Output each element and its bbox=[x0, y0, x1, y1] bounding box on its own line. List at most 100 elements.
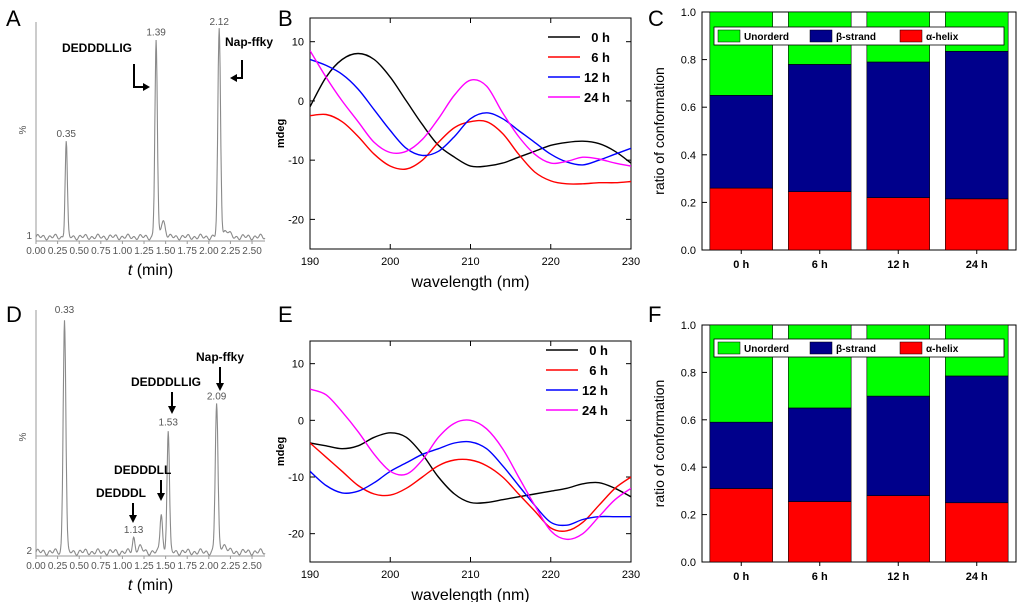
cd-series-line-e bbox=[310, 432, 631, 504]
x-tick-label-e: 190 bbox=[301, 569, 319, 581]
bar-segment-f bbox=[709, 421, 773, 489]
bar-segment-f bbox=[709, 488, 773, 563]
x-tick-label-a: 1.50 bbox=[156, 246, 176, 257]
x-tick-label-c: 6 h bbox=[812, 259, 828, 271]
x-tick-label-e: 210 bbox=[461, 569, 479, 581]
x-tick-label-d: 1.25 bbox=[134, 561, 154, 572]
annotation-arrow-a bbox=[133, 64, 146, 88]
y-axis-title-f: ratio of conformation bbox=[651, 380, 667, 508]
y-tick-label-c: 0.0 bbox=[681, 245, 696, 257]
cd-series-line-b bbox=[310, 58, 631, 166]
x-tick-label-d: 1.75 bbox=[177, 561, 197, 572]
legend-swatch-c bbox=[899, 29, 923, 43]
x-tick-label-b: 210 bbox=[461, 256, 479, 268]
annotation-label-d: DEDDDLLIG bbox=[131, 375, 201, 389]
y-tick-label-f: 0.6 bbox=[681, 415, 696, 427]
cd-series-line-b bbox=[310, 52, 631, 168]
x-tick-label-f: 12 h bbox=[887, 571, 909, 583]
x-axis-title-d: t (min) bbox=[128, 577, 173, 594]
panel-label-c: C bbox=[648, 6, 664, 31]
x-tick-label-a: 0.00 bbox=[26, 246, 46, 257]
y-tick-label-e: -20 bbox=[288, 529, 304, 541]
peak-label-d: 0.33 bbox=[55, 305, 75, 316]
peak-label-d: 1.13 bbox=[124, 525, 144, 536]
legend-swatch-f bbox=[809, 341, 833, 355]
annotation-label-a: Nap-ffky bbox=[225, 35, 273, 49]
legend-label-b: 6 h bbox=[591, 50, 610, 65]
x-tick-label-f: 0 h bbox=[733, 571, 749, 583]
chromatogram-trace-a bbox=[35, 28, 266, 241]
annotation-label-d: DEDDDLL bbox=[114, 463, 171, 477]
cd-series-line-b bbox=[310, 113, 631, 185]
peak-label-d: 2.09 bbox=[207, 392, 227, 403]
x-tick-label-a: 2.25 bbox=[221, 246, 241, 257]
y-tick-label-e: 0 bbox=[298, 415, 304, 427]
bar-segment-c bbox=[945, 198, 1009, 251]
y-tick-label-f: 0.0 bbox=[681, 557, 696, 569]
peak-label-d: 1.53 bbox=[158, 417, 178, 428]
x-tick-label-d: 2.00 bbox=[199, 561, 219, 572]
y-tick-label-f: 0.8 bbox=[681, 367, 696, 379]
annotation-arrowhead-d bbox=[157, 493, 165, 501]
y-tick-label-c: 1.0 bbox=[681, 7, 696, 19]
panel-label-f: F bbox=[648, 302, 661, 327]
cd-series-line-e bbox=[310, 442, 631, 532]
legend-box-f bbox=[713, 338, 1005, 358]
legend-label-b: 0 h bbox=[591, 30, 610, 45]
legend-label-e: 24 h bbox=[582, 403, 608, 418]
annotation-arrowhead-d bbox=[168, 406, 176, 414]
x-tick-label-c: 0 h bbox=[733, 259, 749, 271]
bar-segment-c bbox=[709, 95, 773, 189]
y-min-label-d: 2 bbox=[26, 546, 32, 557]
y-min-label-a: 1 bbox=[26, 231, 32, 242]
x-tick-label-b: 230 bbox=[622, 256, 640, 268]
bar-segment-f bbox=[788, 324, 852, 409]
legend-label-c: β-strand bbox=[836, 32, 876, 43]
bar-segment-c bbox=[709, 187, 773, 251]
x-tick-label-a: 0.25 bbox=[48, 246, 68, 257]
legend-label-c: α-helix bbox=[926, 32, 959, 43]
x-tick-label-d: 0.50 bbox=[69, 561, 89, 572]
x-tick-label-d: 0.75 bbox=[91, 561, 111, 572]
panel-label-d: D bbox=[6, 302, 22, 327]
legend-label-e: 12 h bbox=[582, 383, 608, 398]
annotation-label-d: DEDDDL bbox=[96, 486, 146, 500]
y-tick-label-c: 0.2 bbox=[681, 197, 696, 209]
x-tick-label-b: 200 bbox=[381, 256, 399, 268]
y-tick-label-f: 0.4 bbox=[681, 462, 696, 474]
x-tick-label-d: 2.25 bbox=[221, 561, 241, 572]
panel-label-b: B bbox=[278, 6, 293, 31]
x-tick-label-a: 1.00 bbox=[113, 246, 133, 257]
annotation-arrowhead-a bbox=[230, 74, 237, 82]
bar-segment-f bbox=[788, 407, 852, 502]
x-tick-label-a: 2.50 bbox=[242, 246, 262, 257]
bar-segment-f bbox=[866, 495, 930, 563]
y-tick-label-f: 0.2 bbox=[681, 510, 696, 522]
y-tick-label-e: 10 bbox=[292, 359, 304, 371]
x-tick-label-e: 220 bbox=[542, 569, 560, 581]
plot-frame-e bbox=[309, 340, 632, 563]
y-axis-title-c: ratio of conformation bbox=[651, 67, 667, 195]
peak-label-a: 0.35 bbox=[57, 129, 77, 140]
y-tick-label-e: -10 bbox=[288, 472, 304, 484]
peak-label-a: 2.12 bbox=[209, 17, 229, 28]
peak-label-a: 1.39 bbox=[146, 27, 166, 38]
legend-swatch-c bbox=[717, 29, 741, 43]
bar-segment-c bbox=[866, 197, 930, 251]
legend-label-e: 6 h bbox=[589, 363, 608, 378]
bar-segment-f bbox=[866, 324, 930, 397]
y-axis-title-b: mdeg bbox=[275, 119, 287, 148]
bar-segment-f bbox=[945, 375, 1009, 504]
y-tick-label-b: 10 bbox=[292, 37, 304, 49]
y-tick-label-c: 0.4 bbox=[681, 150, 696, 162]
x-tick-label-f: 6 h bbox=[812, 571, 828, 583]
x-tick-label-b: 220 bbox=[542, 256, 560, 268]
x-axis-title-b: wavelength (nm) bbox=[410, 274, 529, 291]
annotation-label-a: DEDDDLLIG bbox=[62, 41, 132, 55]
plot-frame-c bbox=[701, 11, 1017, 251]
bar-segment-f bbox=[945, 502, 1009, 563]
chromatogram-trace-d bbox=[35, 320, 266, 556]
legend-swatch-f bbox=[899, 341, 923, 355]
x-tick-label-c: 24 h bbox=[966, 259, 988, 271]
